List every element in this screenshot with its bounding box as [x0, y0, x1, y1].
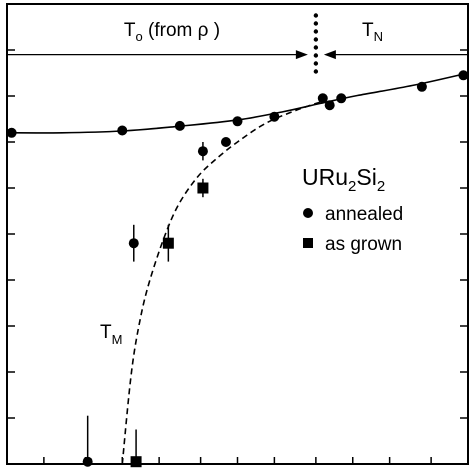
legend-label-annealed: annealed — [325, 204, 403, 225]
point-annealed — [117, 125, 128, 136]
curve-solid-to — [6, 72, 469, 134]
point-annealed — [317, 93, 328, 104]
point-annealed — [220, 137, 231, 147]
point-annealed — [232, 116, 243, 127]
to-range-arrowhead — [295, 50, 308, 60]
point-annealed — [82, 456, 93, 467]
boundary-dot — [313, 45, 319, 50]
boundary-dot — [313, 21, 319, 26]
point-as-grown — [197, 182, 209, 194]
point-annealed — [269, 111, 280, 122]
point-annealed — [416, 81, 427, 92]
to-range-label: To (from ρ ) — [124, 20, 220, 44]
error-bars — [86, 142, 204, 464]
legend-marker-annealed — [303, 208, 313, 218]
legend-label-as-grown: as grown — [325, 234, 402, 255]
point-annealed — [458, 70, 469, 81]
phase-boundary-dots — [313, 13, 319, 74]
tm-curve-label: TM — [100, 322, 122, 347]
fit-curves — [6, 72, 469, 465]
curve-dashed-tm — [121, 99, 326, 465]
axis-ticks — [7, 49, 468, 464]
data-points — [6, 70, 469, 468]
legend: URu2Si2 annealed as grown — [302, 164, 403, 255]
legend-title: URu2Si2 — [302, 164, 385, 195]
boundary-dot — [313, 29, 319, 34]
point-as-grown — [130, 456, 142, 468]
boundary-dot — [313, 53, 319, 58]
point-as-grown — [162, 237, 174, 249]
point-annealed — [336, 93, 347, 104]
boundary-dot — [313, 13, 319, 18]
boundary-dot — [313, 37, 319, 42]
tn-range-arrowhead — [323, 50, 336, 60]
boundary-dot — [313, 61, 319, 66]
point-annealed — [174, 120, 185, 131]
legend-marker-as-grown — [303, 238, 313, 248]
point-annealed — [128, 238, 139, 249]
boundary-dot — [313, 69, 319, 74]
annotations: To (from ρ ) TN TM — [7, 13, 468, 347]
point-annealed — [324, 100, 335, 111]
tn-range-label: TN — [362, 20, 383, 44]
point-annealed — [6, 127, 17, 138]
point-annealed — [197, 146, 208, 157]
